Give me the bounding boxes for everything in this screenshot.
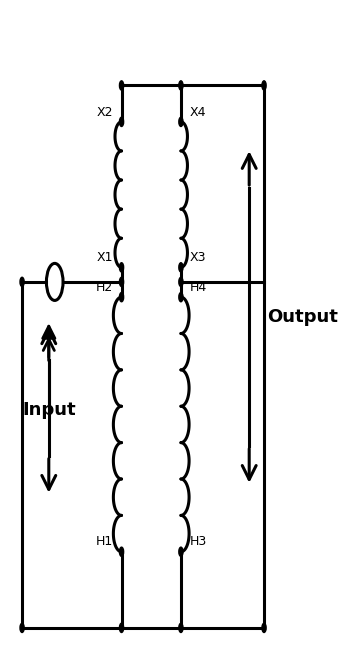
Text: H3: H3 [190,536,207,548]
Text: Output: Output [267,308,338,326]
Text: H4: H4 [190,281,207,293]
Circle shape [179,81,183,90]
Circle shape [179,547,183,556]
Text: Input: Input [22,401,76,419]
Circle shape [262,81,266,90]
Text: H2: H2 [95,281,112,293]
Circle shape [179,263,183,272]
Circle shape [262,623,266,632]
Circle shape [119,117,123,127]
Circle shape [119,277,123,287]
Circle shape [119,81,123,90]
Circle shape [119,293,123,301]
Circle shape [119,623,123,632]
Text: X1: X1 [96,251,112,264]
Circle shape [179,117,183,127]
Text: X4: X4 [190,105,206,119]
Text: H1: H1 [95,536,112,548]
Circle shape [20,277,24,287]
Circle shape [179,293,183,301]
Circle shape [179,623,183,632]
Circle shape [119,547,123,556]
Text: X2: X2 [96,105,112,119]
Text: X3: X3 [190,251,206,264]
Circle shape [179,277,183,287]
Circle shape [20,623,24,632]
Circle shape [119,263,123,272]
